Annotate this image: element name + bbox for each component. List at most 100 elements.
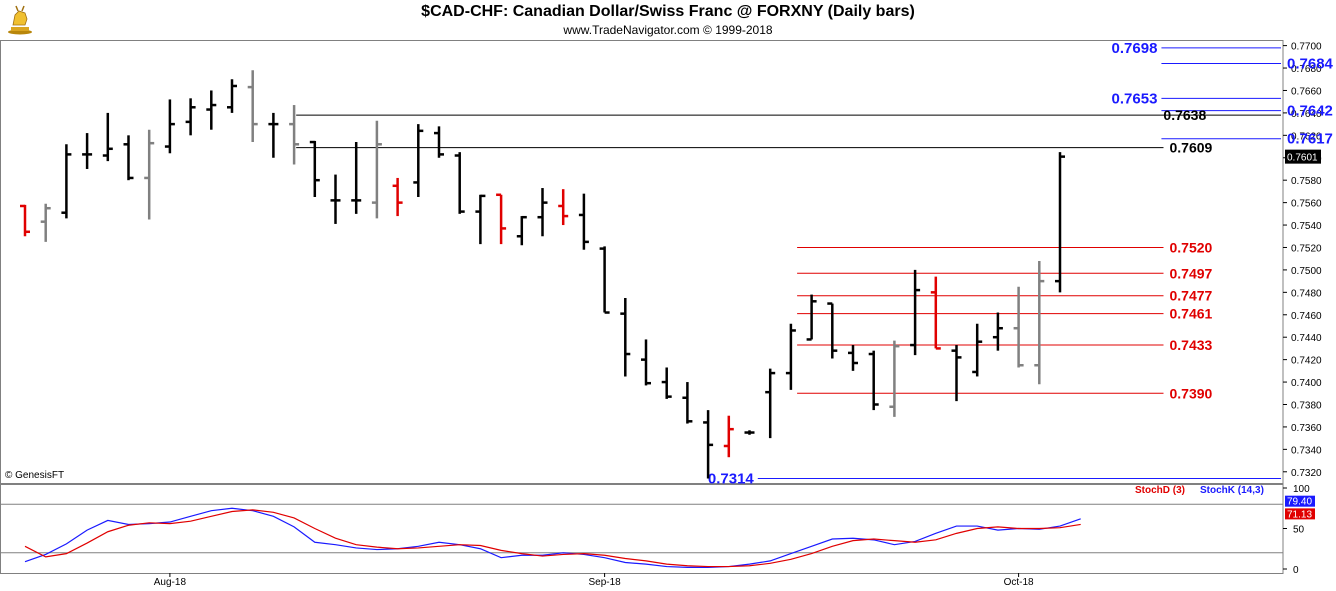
ohlc-bar: [40, 203, 51, 242]
ohlc-bar: [330, 174, 341, 224]
price-tick-label: 0.7380: [1291, 400, 1322, 411]
price-tick-label: 0.7560: [1291, 199, 1322, 210]
ohlc-bar: [516, 215, 527, 246]
ohlc-bar: [413, 124, 424, 198]
ohlc-bar: [309, 140, 320, 198]
ohlc-bar: [951, 345, 962, 402]
ohlc-bar: [868, 350, 879, 411]
copyright-label: © GenesisFT: [5, 470, 64, 481]
level-label: 0.7461: [1170, 306, 1213, 322]
ohlc-bar: [20, 204, 30, 237]
level-label: 0.7314: [708, 471, 755, 488]
ohlc-bar: [992, 312, 1003, 351]
price-tick-label: 0.7440: [1291, 333, 1322, 344]
ohlc-bar: [848, 345, 858, 371]
x-tick-label: Sep-18: [588, 577, 621, 588]
price-tick-label: 0.7420: [1291, 356, 1322, 367]
ohlc-bar: [496, 193, 507, 245]
ohlc-bar: [475, 194, 486, 245]
ohlc-bar: [1055, 152, 1065, 293]
ohlc-bar: [578, 193, 589, 250]
ohlc-bar: [620, 297, 631, 377]
ohlc-bar: [682, 382, 693, 424]
chart-title: $CAD-CHF: Canadian Dollar/Swiss Franc @ …: [421, 3, 915, 20]
level-label: 0.7497: [1170, 265, 1213, 281]
ohlc-bar: [661, 367, 672, 399]
price-tick-label: 0.7620: [1291, 131, 1322, 142]
ohlc-bar: [910, 269, 921, 356]
ohlc-bar: [227, 79, 237, 113]
ohlc-bar: [703, 410, 714, 479]
stochastic-tick-label: 50: [1293, 525, 1305, 536]
ohlc-bar: [392, 177, 403, 217]
stoch-d-value: 71.13: [1287, 509, 1312, 520]
x-tick-label: Aug-18: [154, 577, 187, 588]
ohlc-bar: [102, 112, 113, 162]
level-label: 0.7609: [1170, 140, 1213, 156]
level-label: 0.7390: [1170, 385, 1213, 401]
price-tick-label: 0.7320: [1291, 468, 1322, 479]
ohlc-bar: [185, 98, 196, 136]
price-tick-label: 0.7680: [1291, 64, 1322, 75]
price-tick-label: 0.7660: [1291, 86, 1322, 97]
stochastic-series-line: [24, 509, 1081, 568]
stochastic-legend-item: StochK (14,3): [1200, 485, 1264, 496]
stoch-k-tag: [1285, 495, 1315, 507]
price-tick-label: 0.7340: [1291, 445, 1322, 456]
ohlc-bar: [537, 188, 548, 237]
price-tick-label: 0.7640: [1291, 109, 1322, 120]
ohlc-bar: [827, 302, 838, 359]
price-tick-label: 0.7700: [1291, 42, 1322, 53]
chart-subtitle: www.TradeNavigator.com © 1999-2018: [563, 23, 773, 37]
ohlc-bar: [806, 294, 817, 341]
level-label: 0.7617: [1287, 131, 1333, 148]
price-tick-label: 0.7480: [1291, 288, 1322, 299]
ohlc-bar: [82, 133, 93, 169]
ohlc-bar: [599, 246, 610, 314]
ohlc-bar: [785, 323, 796, 390]
ohlc-bar: [164, 99, 175, 154]
level-label: 0.7638: [1163, 107, 1206, 123]
level-label: 0.7698: [1112, 40, 1158, 57]
golden-bull-icon: [8, 5, 32, 35]
ohlc-bar: [765, 368, 776, 439]
ohlc-bar: [744, 430, 755, 435]
x-tick-label: Oct-18: [1004, 577, 1034, 588]
ohlc-bar: [1034, 260, 1045, 385]
stoch-d-tag: [1285, 508, 1315, 520]
ohlc-bar: [723, 415, 734, 458]
level-label: 0.7433: [1170, 337, 1213, 353]
price-tick-label: 0.7520: [1291, 243, 1322, 254]
price-panel: 0.7320 0.7340 0.7360 0.7380 0.7400 0.7420 0.74…: [0, 40, 1334, 573]
ohlc-bar: [641, 339, 651, 386]
ohlc-bar: [1013, 286, 1024, 368]
ohlc-bar: [351, 142, 362, 214]
ohlc-bar: [289, 105, 300, 165]
ohlc-bar: [123, 135, 134, 181]
price-tick-label: 0.7580: [1291, 176, 1322, 187]
stochastic-tick-label: 100: [1293, 484, 1310, 495]
ohlc-bar: [61, 144, 72, 219]
last-price-tag: [1285, 149, 1321, 164]
stochastic-tick-label: 0: [1293, 565, 1299, 576]
level-label: 0.7520: [1170, 239, 1213, 255]
ohlc-bar: [558, 189, 569, 226]
level-label: 0.7642: [1287, 103, 1333, 120]
ohlc-bar: [889, 340, 900, 417]
last-price-label: 0.7601: [1287, 153, 1318, 164]
price-tick-label: 0.7400: [1291, 378, 1322, 389]
ohlc-bar: [371, 120, 382, 219]
ohlc-bar: [434, 126, 444, 158]
ohlc-bar: [268, 112, 279, 158]
ohlc-bar: [247, 70, 258, 143]
ohlc-bar: [144, 129, 155, 220]
chart-header: $CAD-CHF: Canadian Dollar/Swiss Franc @ …: [0, 0, 1336, 40]
stochastic-legend-item: StochD (3): [1135, 485, 1185, 496]
ohlc-bar: [930, 276, 941, 350]
price-tick-label: 0.7360: [1291, 423, 1322, 434]
price-tick-label: 0.7460: [1291, 311, 1322, 322]
price-tick-label: 0.7500: [1291, 266, 1322, 277]
level-label: 0.7477: [1170, 288, 1213, 304]
stoch-k-value: 79.40: [1287, 497, 1312, 508]
